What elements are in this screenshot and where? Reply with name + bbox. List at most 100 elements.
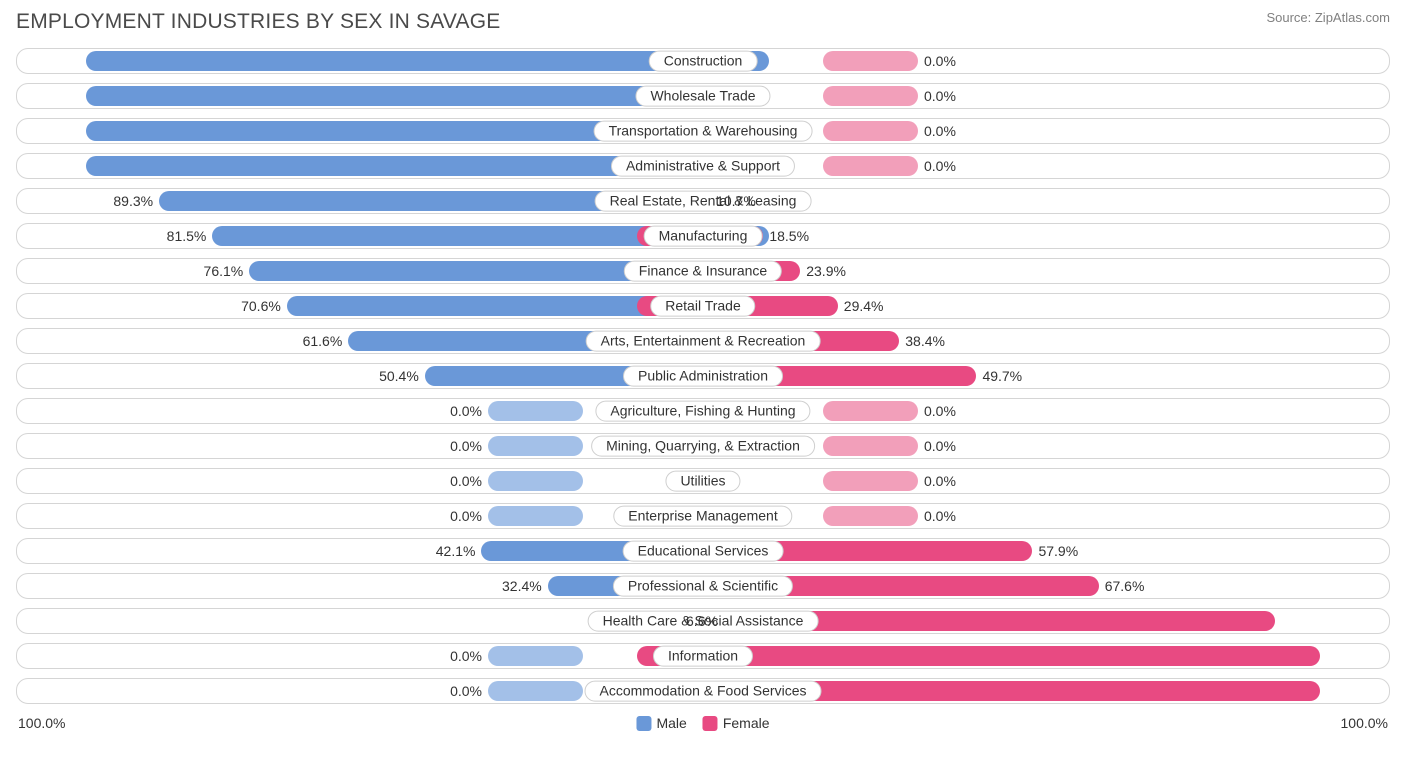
female-pct-label: 0.0% — [924, 508, 956, 524]
male-pct-label: 0.0% — [450, 648, 482, 664]
category-label: Educational Services — [623, 541, 784, 562]
female-pct-label: 29.4% — [844, 298, 884, 314]
chart-row: Construction 100.0% 0.0% — [16, 48, 1390, 74]
male-pct-label: 0.0% — [450, 473, 482, 489]
male-swatch-icon — [636, 716, 651, 731]
male-pct-label: 100.0% — [30, 123, 77, 139]
category-label: Enterprise Management — [613, 506, 792, 527]
chart-row: Public Administration 50.4% 49.7% — [16, 363, 1390, 389]
female-pct-label: 0.0% — [924, 473, 956, 489]
male-pct-label: 100.0% — [30, 158, 77, 174]
male-pct-label: 0.0% — [450, 403, 482, 419]
axis-left-label: 100.0% — [18, 715, 65, 731]
female-bar — [823, 86, 918, 106]
male-pct-label: 50.4% — [379, 368, 419, 384]
male-pct-label: 42.1% — [436, 543, 476, 559]
male-bar — [488, 436, 583, 456]
chart-row: Wholesale Trade 100.0% 0.0% — [16, 83, 1390, 109]
chart-row: Transportation & Warehousing 100.0% 0.0% — [16, 118, 1390, 144]
legend-male-label: Male — [656, 715, 686, 731]
chart-row: Health Care & Social Assistance6.6%93.4% — [16, 608, 1390, 634]
axis-right-label: 100.0% — [1341, 715, 1388, 731]
female-pct-label: 0.0% — [924, 123, 956, 139]
chart-row: Professional & Scientific 32.4% 67.6% — [16, 573, 1390, 599]
female-bar — [823, 156, 918, 176]
male-pct-label: 81.5% — [167, 228, 207, 244]
female-pct-label: 57.9% — [1038, 543, 1078, 559]
category-label: Utilities — [665, 471, 740, 492]
category-label: Manufacturing — [644, 226, 763, 247]
male-pct-label: 61.6% — [303, 333, 343, 349]
chart-row: Educational Services 42.1% 57.9% — [16, 538, 1390, 564]
male-pct-label: 100.0% — [30, 53, 77, 69]
category-label: Mining, Quarrying, & Extraction — [591, 436, 815, 457]
category-label: Public Administration — [623, 366, 783, 387]
female-pct-label: 0.0% — [924, 158, 956, 174]
female-pct-label: 0.0% — [924, 53, 956, 69]
male-bar — [488, 471, 583, 491]
legend-female-label: Female — [723, 715, 770, 731]
chart-row: Enterprise Management 0.0% 0.0% — [16, 503, 1390, 529]
male-pct-label: 6.6% — [686, 613, 718, 629]
female-pct-label: 93.4% — [1336, 613, 1376, 629]
male-bar — [488, 681, 583, 701]
female-swatch-icon — [703, 716, 718, 731]
chart-footer: 100.0% Male Female 100.0% — [16, 713, 1390, 733]
category-label: Wholesale Trade — [635, 86, 770, 107]
chart-row: Arts, Entertainment & Recreation 61.6% 38.… — [16, 328, 1390, 354]
chart-title: EMPLOYMENT INDUSTRIES BY SEX IN SAVAGE — [16, 10, 501, 34]
chart-row: Retail Trade 70.6% 29.4% — [16, 293, 1390, 319]
legend-female: Female — [703, 715, 770, 731]
category-label: Accommodation & Food Services — [585, 681, 822, 702]
male-bar — [488, 646, 583, 666]
female-pct-label: 0.0% — [924, 88, 956, 104]
chart-row: Administrative & Support 100.0% 0.0% — [16, 153, 1390, 179]
category-label: Finance & Insurance — [624, 261, 782, 282]
female-bar — [823, 121, 918, 141]
male-pct-label: 0.0% — [450, 683, 482, 699]
category-label: Professional & Scientific — [613, 576, 793, 597]
male-pct-label: 89.3% — [113, 193, 153, 209]
chart-row: Finance & Insurance 76.1% 23.9% — [16, 258, 1390, 284]
male-bar — [488, 506, 583, 526]
female-bar — [823, 401, 918, 421]
category-label: Construction — [649, 51, 758, 72]
male-bar — [488, 401, 583, 421]
female-pct-label: 67.6% — [1105, 578, 1145, 594]
legend-male: Male — [636, 715, 686, 731]
legend: Male Female — [636, 715, 769, 731]
female-bar — [823, 436, 918, 456]
female-pct-label: 18.5% — [769, 228, 809, 244]
chart-row: Agriculture, Fishing & Hunting 0.0% 0.0% — [16, 398, 1390, 424]
male-pct-label: 0.0% — [450, 438, 482, 454]
chart-row: Manufacturing 81.5% 18.5% — [16, 223, 1390, 249]
female-pct-label: 0.0% — [924, 438, 956, 454]
category-label: Information — [653, 646, 753, 667]
chart-source: Source: ZipAtlas.com — [1266, 10, 1390, 25]
chart-row: Mining, Quarrying, & Extraction 0.0% 0.0% — [16, 433, 1390, 459]
diverging-bar-chart: Construction 100.0% 0.0% Wholesale Trade 100… — [16, 48, 1390, 704]
category-label: Transportation & Warehousing — [594, 121, 813, 142]
category-label: Retail Trade — [650, 296, 755, 317]
category-label: Agriculture, Fishing & Hunting — [595, 401, 810, 422]
female-pct-label: 49.7% — [982, 368, 1022, 384]
female-pct-label: 100.0% — [1329, 683, 1376, 699]
male-pct-label: 32.4% — [502, 578, 542, 594]
category-label: Real Estate, Rental & Leasing — [595, 191, 812, 212]
male-pct-label: 76.1% — [204, 263, 244, 279]
male-pct-label: 70.6% — [241, 298, 281, 314]
female-pct-label: 0.0% — [924, 403, 956, 419]
chart-header: EMPLOYMENT INDUSTRIES BY SEX IN SAVAGE S… — [16, 10, 1390, 34]
female-pct-label: 38.4% — [905, 333, 945, 349]
male-pct-label: 0.0% — [450, 508, 482, 524]
male-pct-label: 100.0% — [30, 88, 77, 104]
female-pct-label: 10.7% — [716, 193, 756, 209]
chart-row: Real Estate, Rental & Leasing 89.3% 10.7% — [16, 188, 1390, 214]
chart-row: Information 0.0% 100.0% — [16, 643, 1390, 669]
female-pct-label: 100.0% — [1329, 648, 1376, 664]
female-pct-label: 23.9% — [806, 263, 846, 279]
chart-row: Accommodation & Food Services 0.0% 100.0% — [16, 678, 1390, 704]
category-label: Administrative & Support — [611, 156, 795, 177]
category-label: Arts, Entertainment & Recreation — [586, 331, 821, 352]
female-bar — [823, 506, 918, 526]
